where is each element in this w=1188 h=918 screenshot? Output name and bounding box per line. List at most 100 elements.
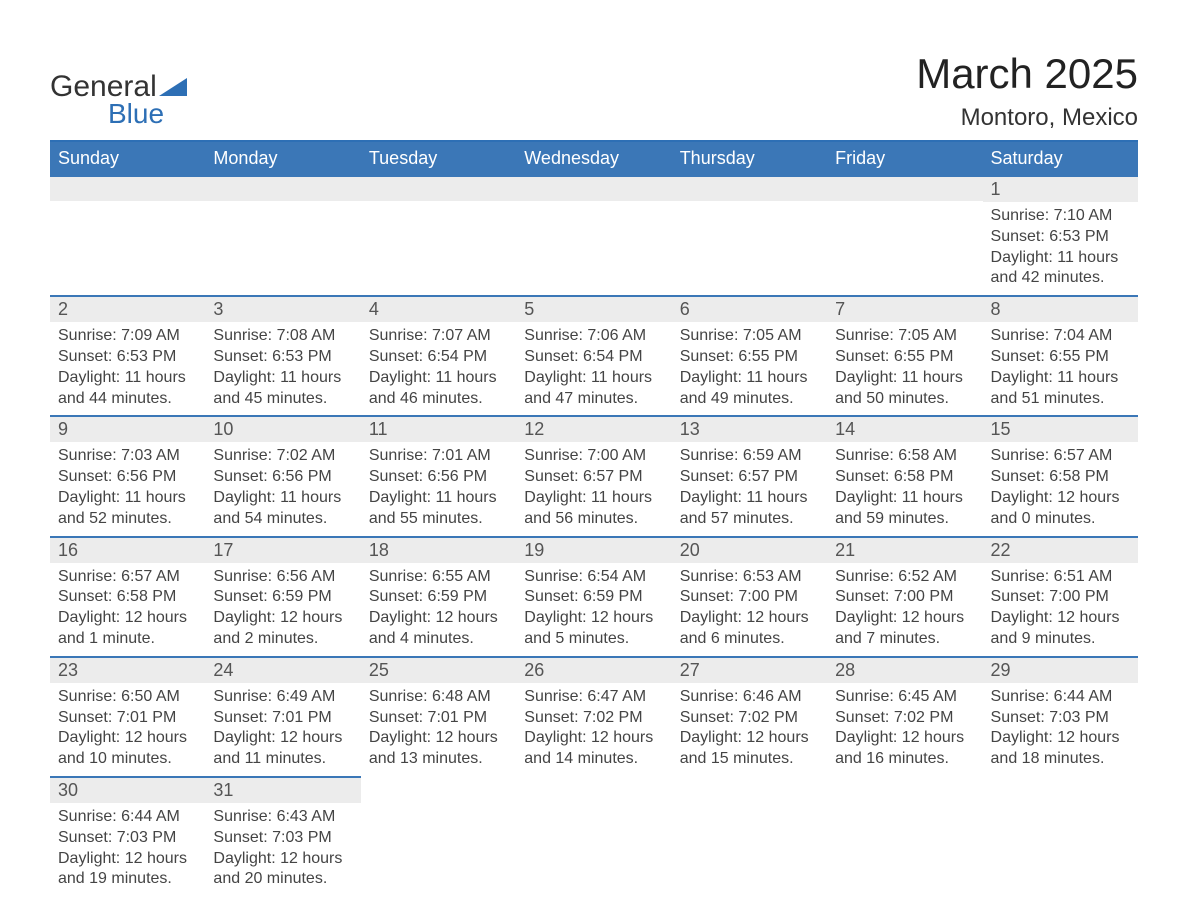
day-detail-line: Sunrise: 7:06 AM [524, 326, 663, 347]
day-detail-line: Sunset: 6:56 PM [213, 467, 352, 488]
day-detail-line: Sunset: 7:03 PM [58, 828, 197, 849]
day-number: 26 [516, 658, 671, 683]
day-number: 27 [672, 658, 827, 683]
day-details: Sunrise: 7:09 AMSunset: 6:53 PMDaylight:… [50, 322, 205, 415]
day-detail-line: Sunrise: 6:51 AM [991, 567, 1130, 588]
day-detail-line: Daylight: 11 hours and 59 minutes. [835, 488, 974, 530]
day-detail-line: Sunset: 7:02 PM [524, 708, 663, 729]
calendar-cell [672, 777, 827, 896]
day-detail-line: Sunrise: 7:04 AM [991, 326, 1130, 347]
weekday-header: Friday [827, 141, 982, 176]
calendar-cell: 29Sunrise: 6:44 AMSunset: 7:03 PMDayligh… [983, 657, 1138, 777]
day-number: 1 [983, 177, 1138, 202]
day-detail-line: Sunrise: 6:49 AM [213, 687, 352, 708]
day-details: Sunrise: 7:05 AMSunset: 6:55 PMDaylight:… [827, 322, 982, 415]
day-number: 17 [205, 538, 360, 563]
day-details: Sunrise: 6:54 AMSunset: 6:59 PMDaylight:… [516, 563, 671, 656]
day-detail-line: Sunrise: 7:00 AM [524, 446, 663, 467]
calendar-cell [361, 777, 516, 896]
day-detail-line: Daylight: 12 hours and 18 minutes. [991, 728, 1130, 770]
day-detail-line: Sunset: 6:59 PM [213, 587, 352, 608]
calendar-cell [50, 176, 205, 296]
calendar-cell: 8Sunrise: 7:04 AMSunset: 6:55 PMDaylight… [983, 296, 1138, 416]
calendar-cell: 10Sunrise: 7:02 AMSunset: 6:56 PMDayligh… [205, 416, 360, 536]
day-detail-line: Daylight: 11 hours and 49 minutes. [680, 368, 819, 410]
day-details: Sunrise: 6:56 AMSunset: 6:59 PMDaylight:… [205, 563, 360, 656]
day-number [516, 177, 671, 201]
day-details: Sunrise: 6:45 AMSunset: 7:02 PMDaylight:… [827, 683, 982, 776]
day-detail-line: Daylight: 11 hours and 42 minutes. [991, 248, 1130, 290]
day-detail-line: Sunset: 6:56 PM [369, 467, 508, 488]
title-block: March 2025 Montoro, Mexico [916, 50, 1138, 132]
day-detail-line: Sunset: 6:53 PM [991, 227, 1130, 248]
day-number [672, 177, 827, 201]
day-number [205, 177, 360, 201]
day-detail-line: Sunset: 7:01 PM [58, 708, 197, 729]
day-detail-line: Daylight: 11 hours and 56 minutes. [524, 488, 663, 530]
day-details [50, 201, 205, 271]
day-detail-line: Sunset: 6:58 PM [58, 587, 197, 608]
calendar-cell [827, 176, 982, 296]
day-details: Sunrise: 6:57 AMSunset: 6:58 PMDaylight:… [983, 442, 1138, 535]
calendar-cell: 26Sunrise: 6:47 AMSunset: 7:02 PMDayligh… [516, 657, 671, 777]
day-detail-line: Sunset: 6:54 PM [369, 347, 508, 368]
day-detail-line: Sunrise: 6:50 AM [58, 687, 197, 708]
day-number: 3 [205, 297, 360, 322]
day-details: Sunrise: 7:01 AMSunset: 6:56 PMDaylight:… [361, 442, 516, 535]
calendar-cell: 31Sunrise: 6:43 AMSunset: 7:03 PMDayligh… [205, 777, 360, 896]
day-details: Sunrise: 7:06 AMSunset: 6:54 PMDaylight:… [516, 322, 671, 415]
day-number: 24 [205, 658, 360, 683]
day-number [983, 777, 1138, 801]
day-details [516, 201, 671, 271]
day-number: 4 [361, 297, 516, 322]
day-number: 31 [205, 778, 360, 803]
day-detail-line: Sunrise: 6:48 AM [369, 687, 508, 708]
calendar-cell: 9Sunrise: 7:03 AMSunset: 6:56 PMDaylight… [50, 416, 205, 536]
day-number [672, 777, 827, 801]
day-detail-line: Sunset: 7:00 PM [991, 587, 1130, 608]
day-detail-line: Sunrise: 6:44 AM [58, 807, 197, 828]
day-detail-line: Sunrise: 6:57 AM [991, 446, 1130, 467]
day-detail-line: Sunrise: 6:45 AM [835, 687, 974, 708]
weekday-header: Saturday [983, 141, 1138, 176]
day-details: Sunrise: 7:00 AMSunset: 6:57 PMDaylight:… [516, 442, 671, 535]
calendar-cell: 13Sunrise: 6:59 AMSunset: 6:57 PMDayligh… [672, 416, 827, 536]
day-number: 13 [672, 417, 827, 442]
day-details [205, 201, 360, 271]
day-details: Sunrise: 7:07 AMSunset: 6:54 PMDaylight:… [361, 322, 516, 415]
calendar-cell: 24Sunrise: 6:49 AMSunset: 7:01 PMDayligh… [205, 657, 360, 777]
logo: General Blue [50, 50, 187, 130]
calendar-week: 1 Sunrise: 7:10 AMSunset: 6:53 PMDaylight… [50, 176, 1138, 296]
calendar-cell: 15Sunrise: 6:57 AMSunset: 6:58 PMDayligh… [983, 416, 1138, 536]
calendar-cell: 7Sunrise: 7:05 AMSunset: 6:55 PMDaylight… [827, 296, 982, 416]
day-detail-line: Daylight: 12 hours and 19 minutes. [58, 849, 197, 891]
day-number: 30 [50, 778, 205, 803]
day-number: 12 [516, 417, 671, 442]
day-details: Sunrise: 6:57 AMSunset: 6:58 PMDaylight:… [50, 563, 205, 656]
day-detail-line: Daylight: 11 hours and 54 minutes. [213, 488, 352, 530]
day-detail-line: Sunset: 6:55 PM [991, 347, 1130, 368]
day-detail-line: Daylight: 12 hours and 0 minutes. [991, 488, 1130, 530]
day-number [827, 177, 982, 201]
day-detail-line: Sunset: 7:00 PM [835, 587, 974, 608]
day-detail-line: Sunrise: 7:02 AM [213, 446, 352, 467]
day-details: Sunrise: 6:51 AMSunset: 7:00 PMDaylight:… [983, 563, 1138, 656]
day-detail-line: Sunset: 6:59 PM [524, 587, 663, 608]
day-details: Sunrise: 6:49 AMSunset: 7:01 PMDaylight:… [205, 683, 360, 776]
day-number [361, 177, 516, 201]
day-detail-line: Sunset: 6:53 PM [213, 347, 352, 368]
day-number: 25 [361, 658, 516, 683]
calendar-cell: 30 Sunrise: 6:44 AMSunset: 7:03 PMDayligh… [50, 777, 205, 896]
calendar-cell [827, 777, 982, 896]
day-number: 2 [50, 297, 205, 322]
day-details [672, 201, 827, 271]
calendar-cell: 11Sunrise: 7:01 AMSunset: 6:56 PMDayligh… [361, 416, 516, 536]
day-details: Sunrise: 7:02 AMSunset: 6:56 PMDaylight:… [205, 442, 360, 535]
day-detail-line: Sunrise: 7:10 AM [991, 206, 1130, 227]
day-number: 5 [516, 297, 671, 322]
day-number [50, 177, 205, 201]
day-number: 9 [50, 417, 205, 442]
weekday-header: Wednesday [516, 141, 671, 176]
day-detail-line: Daylight: 11 hours and 50 minutes. [835, 368, 974, 410]
day-number: 14 [827, 417, 982, 442]
